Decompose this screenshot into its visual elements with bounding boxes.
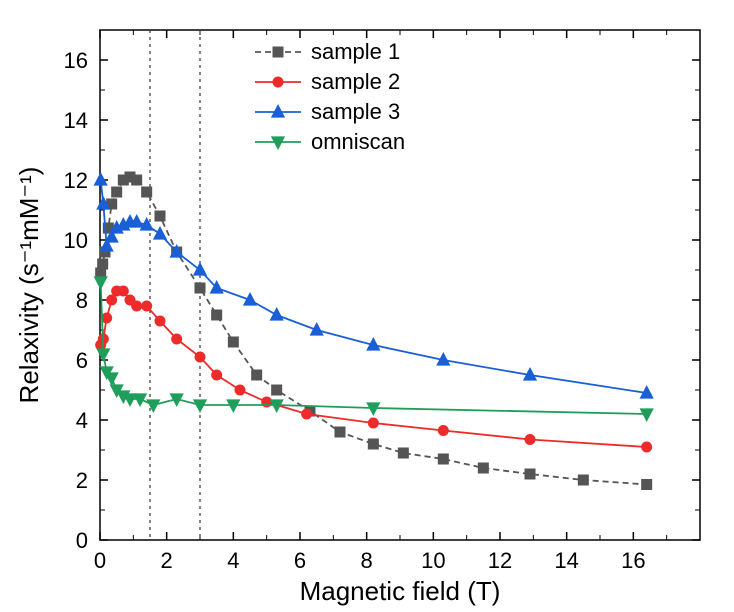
y-tick-label: 12 [64, 168, 88, 193]
y-tick-label: 10 [64, 228, 88, 253]
marker-square-icon [578, 475, 588, 485]
x-axis-label: Magnetic field (T) [300, 576, 501, 606]
x-tick-label: 6 [294, 548, 306, 573]
marker-square-icon [155, 211, 165, 221]
relaxivity-chart: 0 2 4 6 8 10 12 14 16 0 2 4 6 8 10 12 14 16 sample 1 sampl… [0, 0, 734, 612]
marker-circle-icon [302, 409, 312, 419]
marker-square-icon [212, 310, 222, 320]
legend-label: omniscan [311, 129, 405, 154]
marker-square-icon [398, 448, 408, 458]
marker-circle-icon [107, 295, 117, 305]
marker-square-icon [335, 427, 345, 437]
marker-square-icon [642, 480, 652, 490]
x-tick-label: 10 [421, 548, 445, 573]
marker-circle-icon [525, 435, 535, 445]
marker-circle-icon [195, 352, 205, 362]
marker-circle-icon [368, 418, 378, 428]
marker-circle-icon [132, 301, 142, 311]
x-tick-label: 8 [361, 548, 373, 573]
marker-square-icon [273, 47, 283, 57]
y-tick-label: 6 [76, 348, 88, 373]
marker-square-icon [195, 283, 205, 293]
marker-square-icon [525, 469, 535, 479]
x-tick-label: 12 [488, 548, 512, 573]
marker-circle-icon [438, 426, 448, 436]
x-tick-label: 14 [554, 548, 578, 573]
marker-square-icon [478, 463, 488, 473]
marker-circle-icon [102, 313, 112, 323]
y-tick-label: 16 [64, 48, 88, 73]
marker-circle-icon [273, 77, 283, 87]
y-tick-label: 0 [76, 528, 88, 553]
y-tick-label: 4 [76, 408, 88, 433]
marker-square-icon [368, 439, 378, 449]
y-tick-label: 2 [76, 468, 88, 493]
marker-circle-icon [118, 286, 128, 296]
x-tick-label: 2 [161, 548, 173, 573]
marker-circle-icon [172, 334, 182, 344]
marker-circle-icon [642, 442, 652, 452]
chart-container: 0 2 4 6 8 10 12 14 16 0 2 4 6 8 10 12 14 16 sample 1 sampl… [0, 0, 734, 612]
y-tick-label: 14 [64, 108, 88, 133]
legend-label: sample 1 [311, 39, 400, 64]
marker-circle-icon [235, 385, 245, 395]
marker-square-icon [228, 337, 238, 347]
marker-circle-icon [142, 301, 152, 311]
x-tick-label: 0 [94, 548, 106, 573]
marker-square-icon [438, 454, 448, 464]
y-axis-label: Relaxivity (s⁻¹mM⁻¹) [14, 167, 44, 404]
marker-square-icon [98, 259, 108, 269]
marker-square-icon [112, 187, 122, 197]
marker-square-icon [142, 187, 152, 197]
x-tick-label: 16 [621, 548, 645, 573]
x-tick-label: 4 [227, 548, 239, 573]
legend-label: sample 2 [311, 69, 400, 94]
marker-square-icon [252, 370, 262, 380]
marker-circle-icon [212, 370, 222, 380]
marker-circle-icon [155, 316, 165, 326]
marker-square-icon [132, 175, 142, 185]
y-tick-label: 8 [76, 288, 88, 313]
marker-square-icon [272, 385, 282, 395]
legend-label: sample 3 [311, 99, 400, 124]
